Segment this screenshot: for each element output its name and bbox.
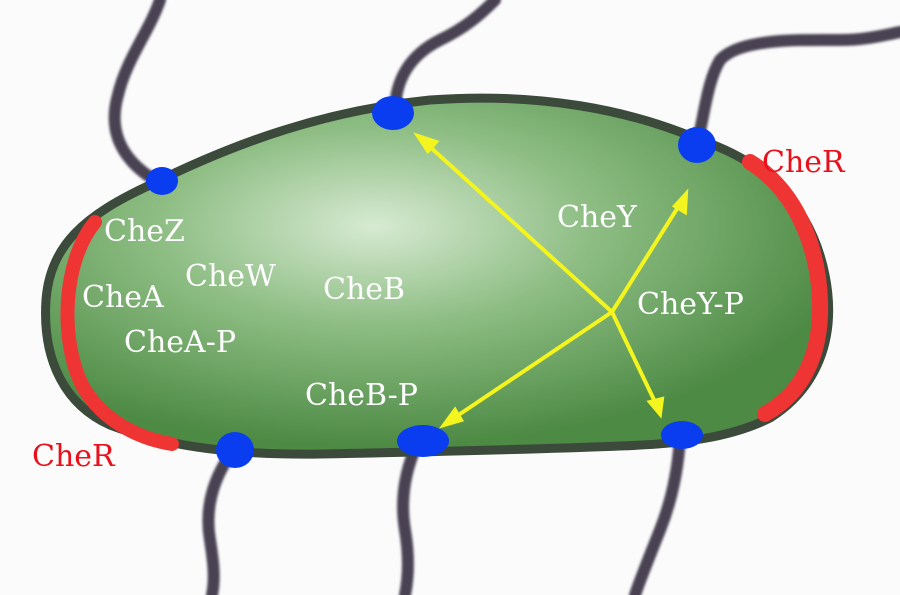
label-cher-right: CheR <box>762 145 845 180</box>
arrow-to-bottom-center <box>452 310 614 420</box>
label-chey-p: CheY-P <box>637 287 744 322</box>
flagellum-top-right <box>692 26 900 146</box>
flagella <box>108 0 900 595</box>
flagellum-top-left <box>108 0 166 188</box>
arrow-to-top-right <box>610 202 682 314</box>
label-chey: CheY <box>557 200 637 235</box>
receptor-top-center <box>372 96 414 130</box>
arrowhead-bottom-right <box>646 396 665 419</box>
label-cheb: CheB <box>323 272 406 307</box>
label-chea-p: CheA-P <box>124 325 237 360</box>
label-cheb-p: CheB-P <box>305 378 418 413</box>
receptor-bottom-right <box>661 421 703 449</box>
cher-patch-right <box>742 154 829 422</box>
receptor-top-right <box>678 127 716 163</box>
arrows <box>413 132 689 429</box>
flagellum-bottom-left <box>202 446 238 595</box>
flagellum-bottom-center <box>397 436 424 595</box>
receptor-bottom-center <box>397 425 449 457</box>
cher-patch-left <box>60 215 179 451</box>
arrowhead-top-center <box>413 132 440 155</box>
flagellum-top-center <box>389 0 501 118</box>
label-chew: CheW <box>185 259 276 294</box>
flagellum-bottom-right <box>629 432 686 595</box>
receptor-bottom-left <box>216 432 254 468</box>
arrowhead-bottom-center <box>438 406 465 429</box>
arrowhead-top-right <box>671 188 689 216</box>
label-cher-left: CheR <box>32 439 115 474</box>
receptors <box>146 96 716 468</box>
label-chez: CheZ <box>104 214 185 249</box>
label-chea: CheA <box>82 280 164 315</box>
arrow-to-bottom-right <box>610 311 658 405</box>
arrow-to-top-center <box>426 143 614 314</box>
cell-body <box>41 93 834 459</box>
receptor-top-left <box>146 167 178 195</box>
